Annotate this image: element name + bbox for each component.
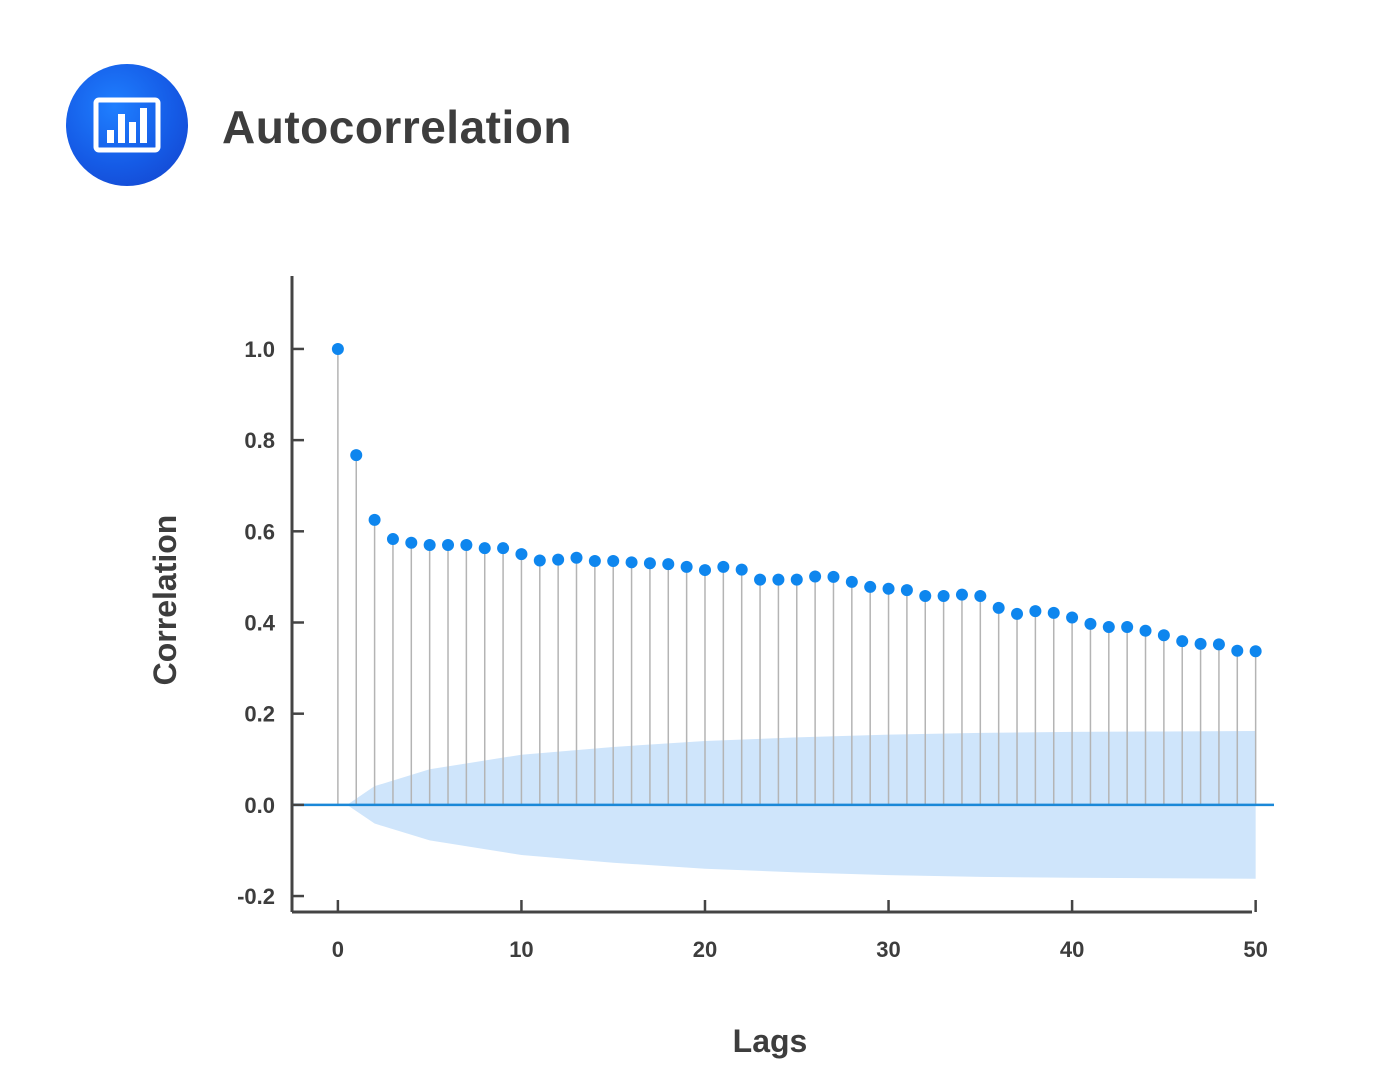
data-point [386,533,399,546]
data-point [717,560,730,573]
data-point [900,584,913,597]
page-title: Autocorrelation [222,101,572,153]
data-point [662,558,675,571]
x-axis-label: Lags [733,1023,808,1059]
data-point [643,557,656,570]
data-point [423,538,436,551]
data-point [1157,629,1170,642]
data-point [1139,624,1152,637]
data-point [680,560,693,573]
data-point [790,573,803,586]
x-tick-label: 50 [1243,937,1267,962]
data-point [992,601,1005,614]
x-tick-label: 10 [509,937,533,962]
bar-chart-icon [93,97,161,153]
data-point [882,582,895,595]
data-point [955,588,968,601]
y-tick-label: -0.2 [237,884,275,909]
data-point [1212,638,1225,651]
data-point [442,538,455,551]
data-point [588,554,601,567]
data-point [937,590,950,603]
y-tick-label: 0.8 [244,428,275,453]
data-point [331,342,344,355]
data-point [1102,621,1115,634]
stem-lines [337,348,1257,805]
data-point [460,538,473,551]
data-point [809,570,822,583]
data-point [405,536,418,549]
x-tick-label: 30 [876,937,900,962]
data-point [1231,644,1244,657]
data-point [754,573,767,586]
y-ticks: 1.0 0.8 0.6 0.4 0.2 0.0 -0.2 [237,337,304,909]
data-point [1029,605,1042,618]
data-point [1047,606,1060,619]
data-point [570,551,583,564]
data-point [698,564,711,577]
data-point [1066,611,1079,624]
data-point [1194,637,1207,650]
data-point [552,553,565,566]
data-points [331,342,1262,658]
data-point [1084,617,1097,630]
data-point [919,590,932,603]
data-point [1249,645,1262,658]
y-tick-label: 0.2 [244,702,275,727]
data-point [533,554,546,567]
data-point [350,449,363,462]
data-point [1011,607,1024,620]
header-badge [66,64,188,186]
data-point [772,573,785,586]
data-point [515,548,528,561]
data-point [974,590,987,603]
data-point [864,580,877,593]
data-point [1176,635,1189,648]
y-tick-label: 0.0 [244,793,275,818]
data-point [735,563,748,576]
data-point [478,542,491,555]
x-tick-label: 20 [693,937,717,962]
x-tick-label: 40 [1060,937,1084,962]
data-point [1121,621,1134,634]
data-point [827,570,840,583]
x-tick-label: 0 [332,937,344,962]
x-ticks: 0 10 20 30 40 50 [332,900,1268,962]
y-tick-label: 1.0 [244,337,275,362]
data-point [607,554,620,567]
data-point [845,575,858,588]
y-tick-label: 0.6 [244,519,275,544]
data-point [497,542,510,555]
data-point [368,513,381,526]
y-axis-label: Correlation [147,515,183,686]
data-point [625,556,638,569]
y-tick-label: 0.4 [244,610,275,635]
